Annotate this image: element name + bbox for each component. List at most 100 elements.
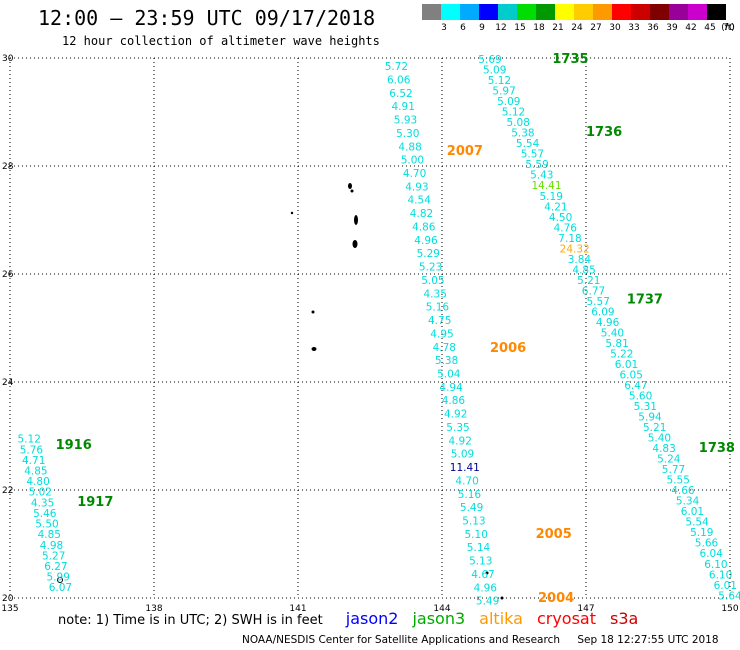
wave-height-value: 5.66 xyxy=(695,538,719,550)
wave-height-value: 5.38 xyxy=(511,128,534,140)
wave-height-value: 4.21 xyxy=(544,201,567,213)
pass-time-label: 1737 xyxy=(627,292,663,307)
wave-height-value: 4.96 xyxy=(474,582,498,594)
wave-height-value: 5.77 xyxy=(662,464,685,476)
wave-height-value: 5.93 xyxy=(394,115,417,127)
lat-tick-label: 20 xyxy=(2,594,14,604)
footer-note: note: 1) Time is in UTC; 2) SWH is in fe… xyxy=(58,613,323,628)
wave-height-value: 5.34 xyxy=(676,496,700,508)
wave-height-value: 4.80 xyxy=(26,476,49,488)
wave-height-value: 6.06 xyxy=(387,75,411,87)
wave-height-value: 4.92 xyxy=(444,409,467,421)
credit-text: NOAA/NESDIS Center for Satellite Applica… xyxy=(242,634,560,646)
satellite-label: jason2 xyxy=(345,609,399,628)
wave-height-value: 4.94 xyxy=(439,382,463,394)
wave-height-value: 5.09 xyxy=(451,449,474,461)
wave-height-value: 5.60 xyxy=(629,391,652,403)
wave-height-value: 4.96 xyxy=(414,235,438,247)
wave-height-value: 5.19 xyxy=(690,527,713,539)
wave-height-value: 5.16 xyxy=(458,489,482,501)
lon-tick-label: 150 xyxy=(721,604,738,614)
island-shape xyxy=(311,310,315,314)
pass-time-label: 1738 xyxy=(699,441,735,456)
footer-credit: NOAA/NESDIS Center for Satellite Applica… xyxy=(242,634,719,646)
wave-height-value: 4.85 xyxy=(38,529,61,541)
wave-height-value: 5.05 xyxy=(421,275,444,287)
wave-height-value: 6.01 xyxy=(714,580,737,592)
wave-height-value: 4.71 xyxy=(22,455,45,467)
page-subtitle: 12 hour collection of altimeter wave hei… xyxy=(62,34,380,48)
legend-tick-label: 12 xyxy=(495,23,507,33)
wave-height-value: 5.21 xyxy=(643,422,666,434)
wave-height-value: 5.02 xyxy=(29,487,52,499)
island-shape xyxy=(290,211,294,215)
satellite-label: altika xyxy=(479,609,523,628)
pass-time-label: 1735 xyxy=(552,52,588,67)
wave-height-value: 5.55 xyxy=(667,475,690,487)
legend-swatch xyxy=(707,4,726,20)
page-title: 12:00 — 23:59 UTC 09/17/2018 xyxy=(38,6,376,30)
legend-swatch xyxy=(460,4,479,20)
legend-swatch xyxy=(593,4,612,20)
legend-tick-label: 15 xyxy=(514,23,526,33)
wave-height-value: 5.29 xyxy=(417,248,440,260)
wave-height-value: 4.54 xyxy=(408,195,432,207)
wave-height-value: 5.99 xyxy=(47,572,70,584)
pass-time-label: 1917 xyxy=(77,495,113,510)
wave-height-value: 5.10 xyxy=(465,529,488,541)
wave-height-value: 6.77 xyxy=(582,285,605,297)
wave-height-value: 5.49 xyxy=(476,596,499,608)
legend-tick-label: 3 xyxy=(441,23,447,33)
wave-height-value: 3.84 xyxy=(568,254,592,266)
wave-height-value: 4.85 xyxy=(572,264,595,276)
legend-tick-label: 30 xyxy=(609,23,621,33)
island-markers xyxy=(57,183,504,600)
island-shape xyxy=(485,571,489,575)
wave-height-value: 4.67 xyxy=(471,569,494,581)
legend-swatch xyxy=(669,4,688,20)
pass-time-label: 2007 xyxy=(447,144,483,159)
wave-height-value: 24.32 xyxy=(560,243,590,255)
wave-height-value: 5.54 xyxy=(516,138,540,150)
lat-tick-label: 26 xyxy=(2,270,14,280)
wave-height-value: 5.43 xyxy=(530,170,553,182)
wave-height-value: 4.85 xyxy=(24,466,47,478)
wave-height-value: 4.86 xyxy=(442,395,466,407)
legend-swatch xyxy=(498,4,517,20)
wave-height-value: 5.12 xyxy=(488,75,511,87)
wave-height-value: 6.07 xyxy=(49,582,72,594)
wave-height-value: 6.52 xyxy=(389,88,412,100)
lon-tick-label: 147 xyxy=(577,604,594,614)
wave-height-value: 5.40 xyxy=(601,327,624,339)
wave-height-value: 4.98 xyxy=(40,540,63,552)
wave-height-value: 6.27 xyxy=(44,561,67,573)
lat-tick-label: 28 xyxy=(2,162,14,172)
wave-height-value: 5.21 xyxy=(577,275,600,287)
legend-swatch xyxy=(441,4,460,20)
map-axis-labels: 135 138 141 144 147 150 20 22 24 26 28 30 xyxy=(1,54,738,614)
pass-time-label: 2004 xyxy=(538,591,574,606)
legend-swatch xyxy=(536,4,555,20)
wave-height-value: 5.46 xyxy=(33,508,57,520)
generated-timestamp: Sep 18 12:27:55 UTC 2018 xyxy=(577,634,719,646)
wave-height-value: 4.91 xyxy=(392,101,415,113)
legend-tick-label: 6 xyxy=(460,23,466,33)
legend-tick-label: 39 xyxy=(666,23,678,33)
satellite-label: jason3 xyxy=(412,609,466,628)
lat-tick-label: 22 xyxy=(2,486,13,496)
pass-time-label: 2006 xyxy=(490,341,526,356)
wave-height-value: 4.95 xyxy=(430,328,453,340)
lat-tick-label: 30 xyxy=(2,54,14,64)
wave-height-value: 5.23 xyxy=(419,262,442,274)
island-shape xyxy=(348,183,352,189)
legend-swatch xyxy=(612,4,631,20)
wave-height-value: 5.50 xyxy=(35,519,58,531)
wave-height-value: 6.10 xyxy=(709,569,732,581)
wave-height-value: 5.14 xyxy=(467,542,491,554)
wave-height-value: 4.50 xyxy=(549,212,572,224)
wave-height-value: 4.78 xyxy=(433,342,456,354)
legend-tick-label: 24 xyxy=(571,23,583,33)
wave-height-value: 4.76 xyxy=(554,222,578,234)
wave-height-value: 5.24 xyxy=(657,454,681,466)
